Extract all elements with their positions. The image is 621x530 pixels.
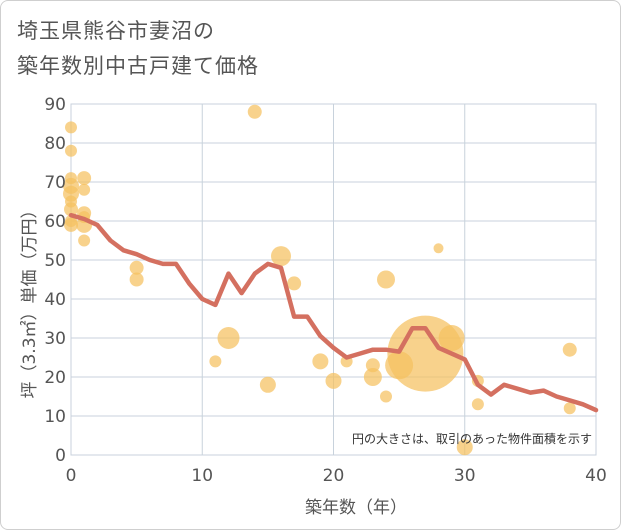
y-axis-label: 坪（3.3㎡）単価（万円） [20, 201, 40, 398]
scatter-point [64, 217, 78, 232]
y-tick-label: 60 [44, 212, 66, 232]
scatter-point [78, 183, 91, 196]
y-tick-label: 90 [44, 95, 66, 115]
title-line-1: 埼玉県熊谷市妻沼の [17, 19, 215, 43]
scatter-point [78, 234, 91, 247]
scatter-point [64, 202, 78, 217]
y-tick-label: 0 [55, 446, 66, 466]
scatter-point [287, 276, 302, 291]
y-tick-label: 30 [44, 329, 66, 349]
y-tick-label: 80 [44, 134, 66, 154]
scatter-point [129, 260, 144, 275]
size-legend-note: 円の大きさは、取引のあった物件面積を示す [352, 431, 592, 446]
y-tick-label: 70 [44, 173, 66, 193]
average-price-line [68, 212, 599, 413]
y-tick-label: 20 [44, 368, 66, 388]
scatter-point [365, 358, 380, 373]
chart-title: 埼玉県熊谷市妻沼の 築年数別中古戸建て価格 [17, 14, 259, 84]
scatter-point [247, 104, 262, 119]
scatter-point [65, 144, 77, 157]
scatter-point [325, 372, 342, 389]
scatter-point [433, 243, 444, 254]
x-tick-label: 0 [66, 466, 77, 486]
scatter-point [562, 342, 577, 357]
scatter-point [217, 327, 240, 349]
scatter-point [77, 171, 92, 186]
grid-lines [70, 103, 597, 456]
scatter-point [65, 121, 77, 134]
title-line-2: 築年数別中古戸建て価格 [17, 54, 259, 78]
scatter-point [377, 270, 395, 289]
x-axis-ticks: 0 10 20 30 40 [66, 466, 607, 486]
scatter-point [259, 376, 276, 393]
scatter-point [209, 355, 222, 368]
scatter-point [563, 402, 576, 415]
y-tick-label: 50 [44, 251, 66, 271]
x-tick-label: 40 [585, 466, 607, 486]
scatter-point [312, 353, 329, 370]
scatter-point [438, 325, 465, 351]
scatter-point [363, 368, 382, 386]
x-axis-label: 築年数（年） [305, 498, 407, 518]
x-tick-label: 20 [323, 466, 345, 486]
x-tick-label: 30 [454, 466, 476, 486]
y-axis-ticks: 0 10 20 30 40 50 60 70 80 90 [44, 95, 66, 466]
y-tick-label: 10 [44, 407, 66, 427]
scatter-point [471, 398, 484, 411]
scatter-point [271, 246, 291, 267]
y-tick-label: 40 [44, 290, 66, 310]
scatter-point [129, 272, 144, 287]
scatter-point [456, 439, 473, 456]
scatter-point [380, 390, 392, 403]
x-tick-label: 10 [191, 466, 213, 486]
